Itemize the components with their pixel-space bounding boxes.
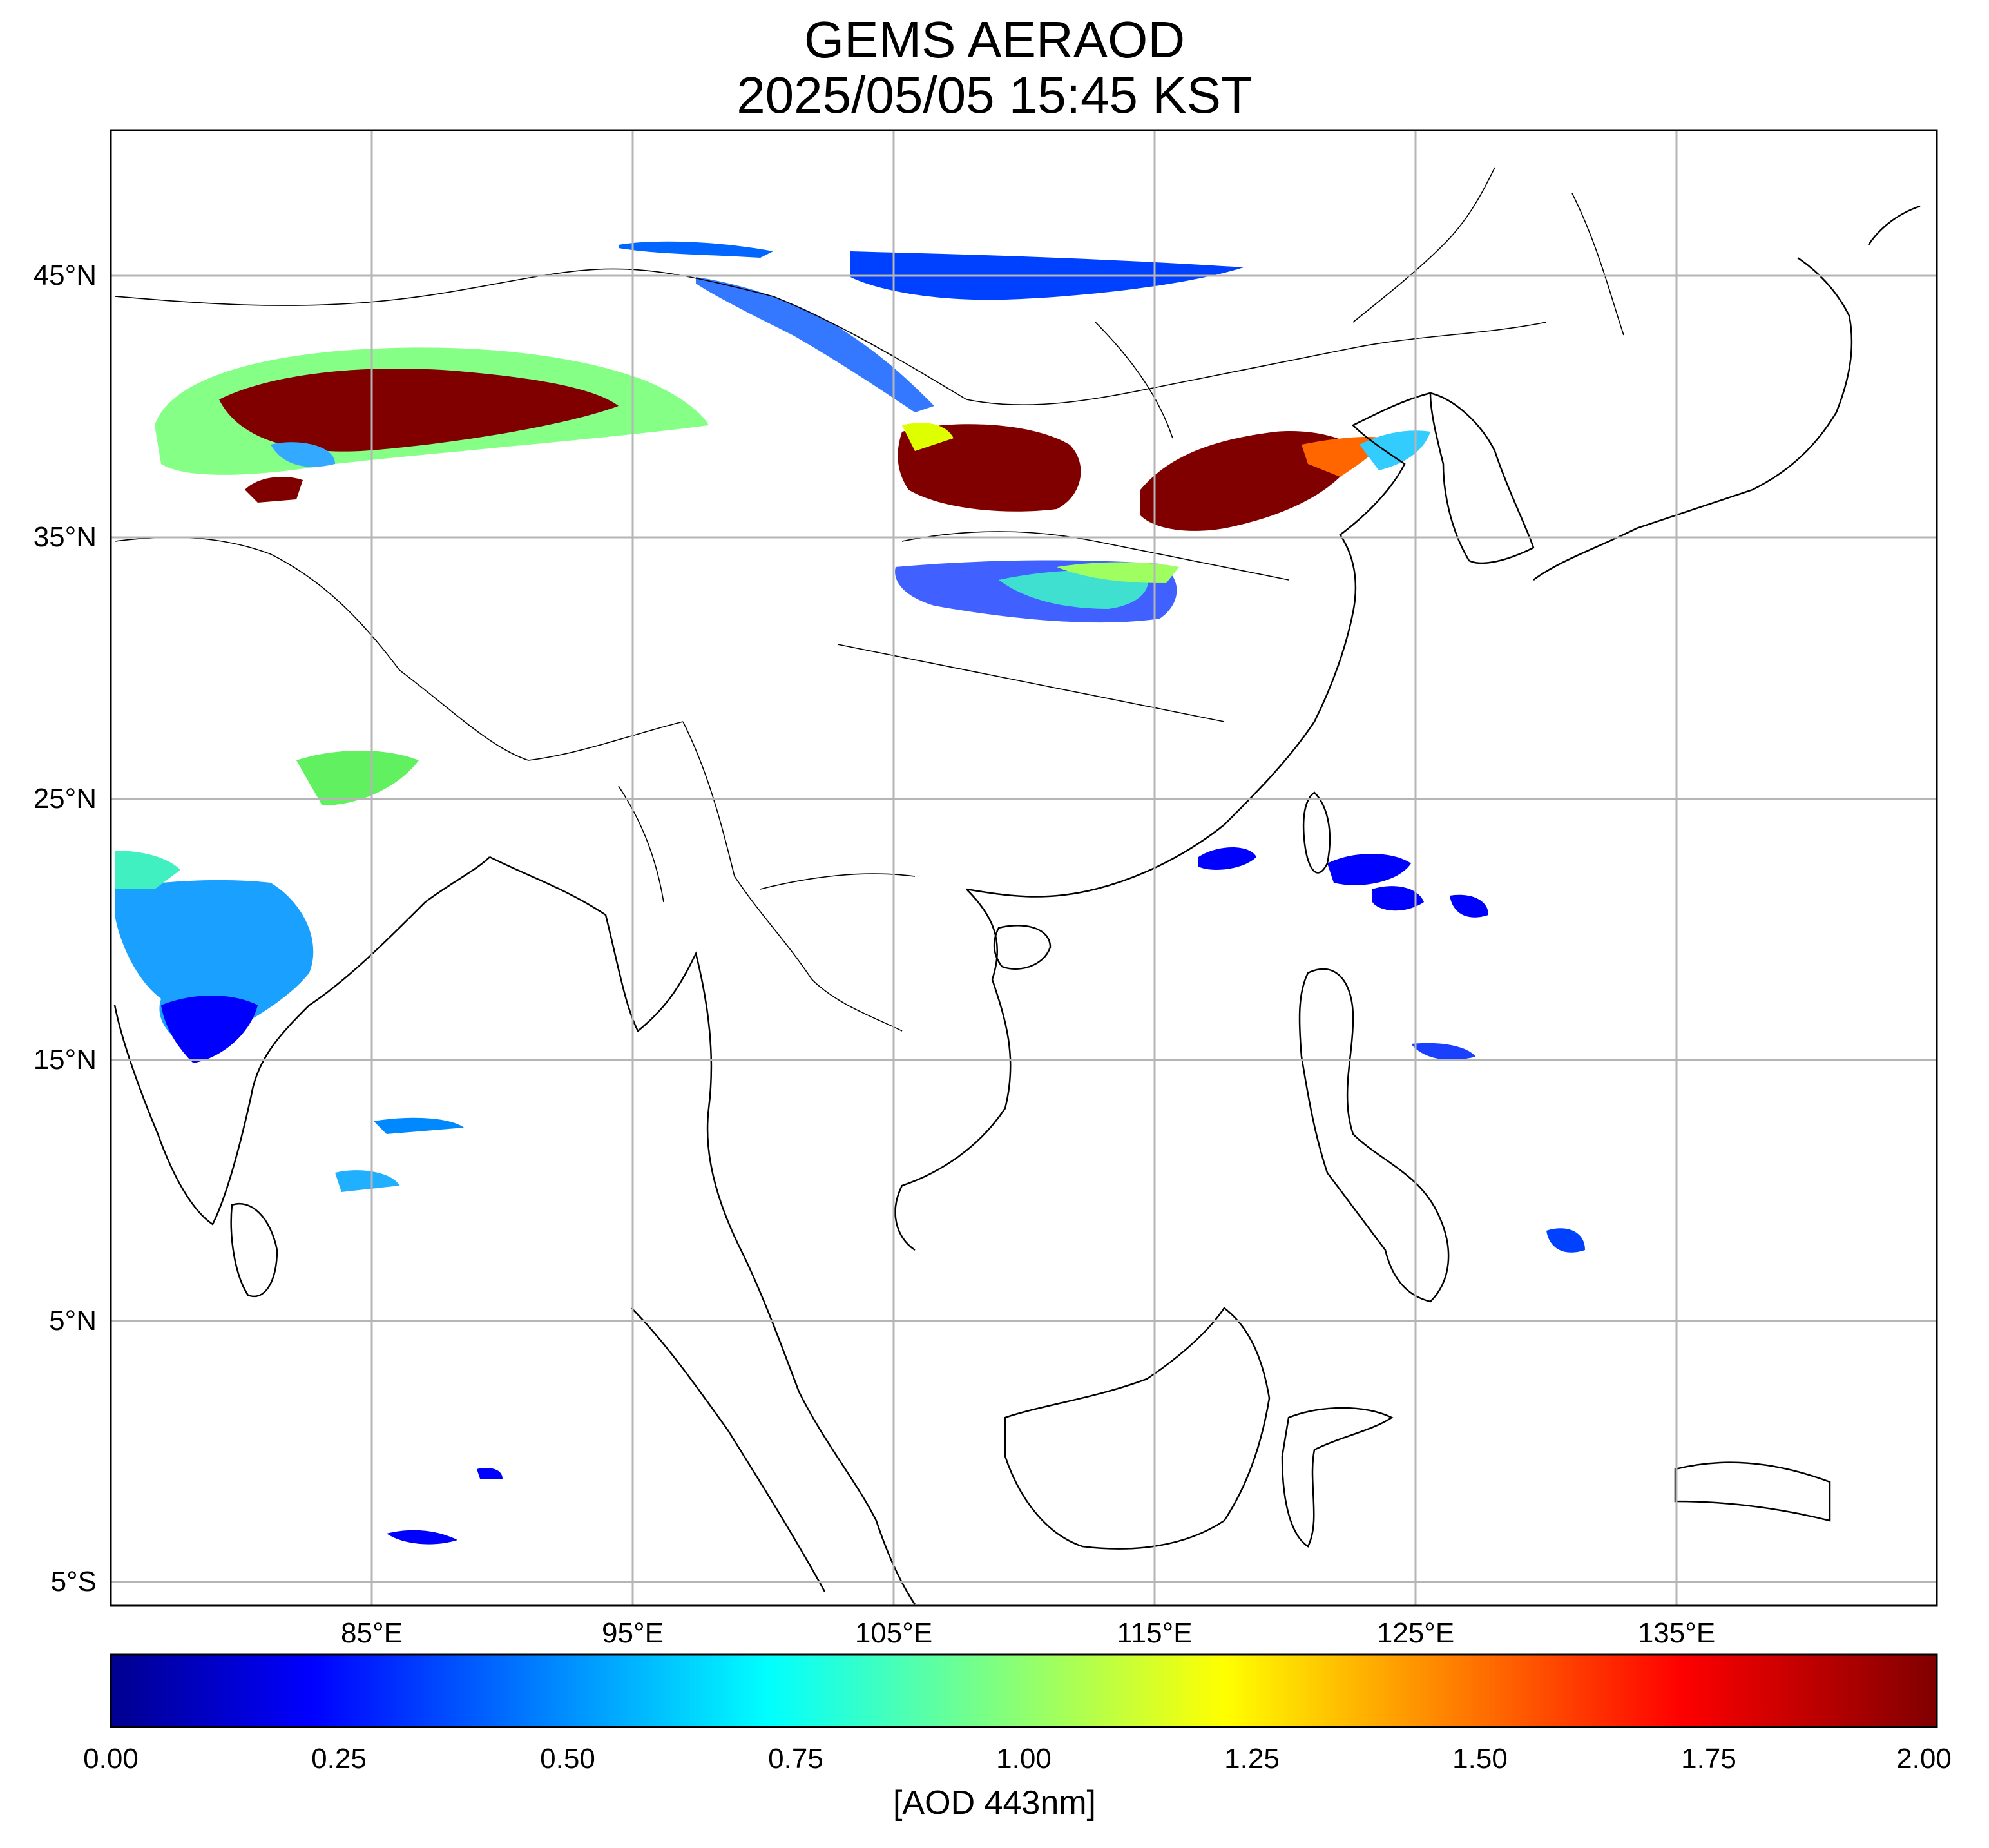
lat-label-35n: 35°N — [33, 521, 97, 553]
coastline-vietnam — [894, 889, 1012, 1251]
colorbar-label-0-00: 0.00 — [83, 1743, 139, 1775]
lon-label-95e: 95°E — [602, 1617, 664, 1649]
colorbar-label-1-25: 1.25 — [1224, 1743, 1280, 1775]
coastline-indochina — [489, 856, 916, 1605]
coastline-japan — [1533, 205, 1921, 581]
lat-label-5n: 5°N — [49, 1305, 97, 1336]
aod-plume-ncp — [1140, 431, 1360, 531]
gridlines — [111, 130, 1937, 1606]
colorbar-label-0-75: 0.75 — [768, 1743, 823, 1775]
lon-label-115e: 115°E — [1117, 1617, 1193, 1649]
colorbar-label-2-00: 2.00 — [1896, 1743, 1952, 1775]
coastline-sumatra — [631, 1307, 826, 1592]
map-frame — [110, 129, 1938, 1607]
colorbar-label-0-50: 0.50 — [540, 1743, 595, 1775]
colorbar — [110, 1653, 1938, 1728]
border-layer — [114, 167, 1624, 1032]
coastline-sri-lanka — [230, 1202, 278, 1298]
colorbar-label-1-50: 1.50 — [1452, 1743, 1508, 1775]
coastline-sulawesi — [1281, 1407, 1394, 1548]
lat-label-5s: 5°S — [50, 1566, 97, 1597]
lat-label-45n: 45°N — [33, 260, 97, 291]
lat-label-15n: 15°N — [33, 1044, 97, 1075]
coastline-hainan — [993, 925, 1052, 970]
colorbar-label-1-00: 1.00 — [996, 1743, 1052, 1775]
coastline-china-east — [966, 392, 1431, 898]
aod-field-layer — [115, 241, 1585, 1545]
lon-label-135e: 135°E — [1637, 1617, 1716, 1649]
coastline-taiwan — [1302, 791, 1331, 874]
lon-label-105e: 105°E — [854, 1617, 933, 1649]
lon-label-125e: 125°E — [1376, 1617, 1455, 1649]
coastline-india — [113, 856, 490, 1226]
coastline-borneo — [1004, 1307, 1271, 1550]
colorbar-title: [AOD 443nm] — [892, 1784, 1097, 1822]
lat-label-25n: 25°N — [33, 783, 97, 814]
colorbar-label-0-25: 0.25 — [311, 1743, 367, 1775]
coastline-philippines — [1298, 968, 1450, 1303]
coastline-new-guinea — [1674, 1461, 1831, 1522]
aod-plume-loess — [898, 424, 1081, 512]
map-title: GEMS AERAOD — [803, 11, 1186, 68]
lon-label-85e: 85°E — [341, 1617, 403, 1649]
map-subtitle-datetime: 2025/05/05 15:45 KST — [736, 66, 1253, 124]
colorbar-label-1-75: 1.75 — [1681, 1743, 1736, 1775]
coastline-korea — [1429, 392, 1535, 564]
map-area — [111, 130, 1937, 1606]
